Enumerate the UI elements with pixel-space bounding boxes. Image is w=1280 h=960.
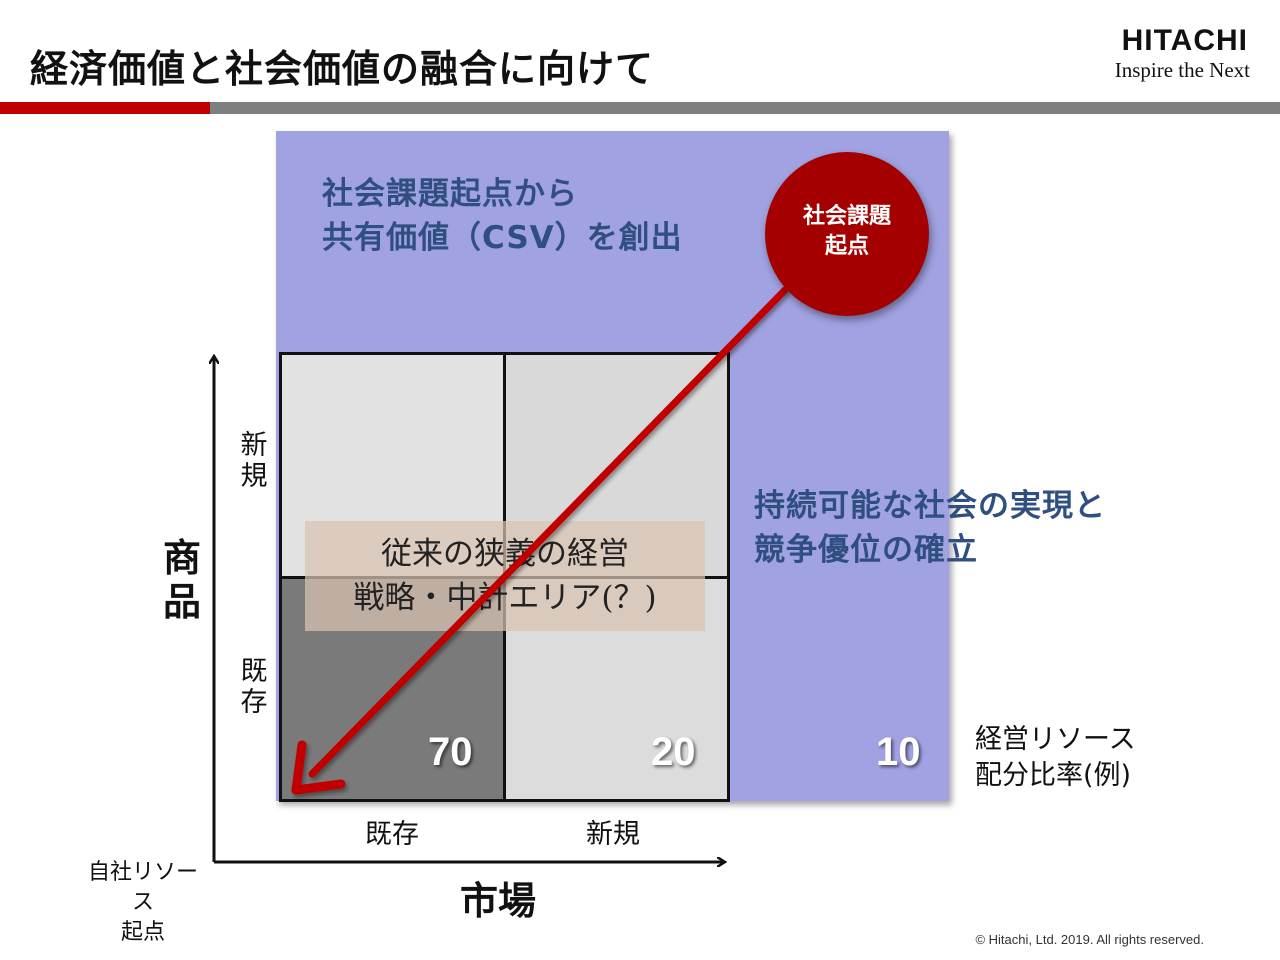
- origin-line1: 自社リソース: [87, 860, 198, 915]
- hitachi-logo: HITACHI: [1121, 24, 1248, 57]
- legacy-line2: 戦略・中計エリア(？): [353, 580, 657, 616]
- sustainability-text: 持続可能な社会の実現と 競争優位の確立: [754, 484, 1106, 572]
- csv-heading: 社会課題起点から 共有価値（CSV）を創出: [322, 172, 683, 260]
- sustainability-line2: 競争優位の確立: [754, 532, 978, 568]
- social-circle-line2: 起点: [824, 234, 869, 259]
- allocation-20: 20: [651, 730, 696, 774]
- y-tick-new: 新規: [240, 430, 268, 492]
- resource-ratio-label: 経営リソース 配分比率(例): [975, 722, 1136, 794]
- copyright-notice: © Hitachi, Ltd. 2019. All rights reserve…: [975, 932, 1204, 947]
- origin-line2: 起点: [120, 920, 165, 945]
- social-issue-circle-label: 社会課題 起点: [765, 202, 929, 262]
- origin-label: 自社リソース 起点: [78, 858, 208, 948]
- social-issue-circle: [765, 152, 929, 316]
- allocation-70: 70: [428, 730, 473, 774]
- sustainability-line1: 持続可能な社会の実現と: [754, 488, 1106, 524]
- x-axis-label: 市場: [460, 879, 537, 923]
- y-axis-label: 商品: [162, 536, 201, 624]
- x-tick-existing: 既存: [365, 819, 419, 850]
- allocation-10: 10: [876, 730, 921, 774]
- x-tick-new: 新規: [586, 819, 640, 850]
- social-circle-line1: 社会課題: [802, 204, 891, 229]
- csv-heading-line1: 社会課題起点から: [322, 176, 578, 212]
- ratio-line2: 配分比率(例): [975, 760, 1132, 791]
- y-tick-existing: 既存: [240, 656, 268, 718]
- slide-title: 経済価値と社会価値の融合に向けて: [30, 47, 655, 91]
- ratio-line1: 経営リソース: [975, 724, 1136, 755]
- legacy-strategy-text: 従来の狭義の経営 戦略・中計エリア(？): [305, 532, 705, 620]
- title-underline-red: [0, 102, 210, 114]
- logo-tagline: Inspire the Next: [1114, 58, 1250, 82]
- strategy-arrow: [291, 286, 789, 795]
- legacy-line1: 従来の狭義の経営: [381, 536, 629, 572]
- title-underline-grey: [210, 102, 1280, 114]
- csv-heading-line2: 共有価値（CSV）を創出: [322, 220, 683, 256]
